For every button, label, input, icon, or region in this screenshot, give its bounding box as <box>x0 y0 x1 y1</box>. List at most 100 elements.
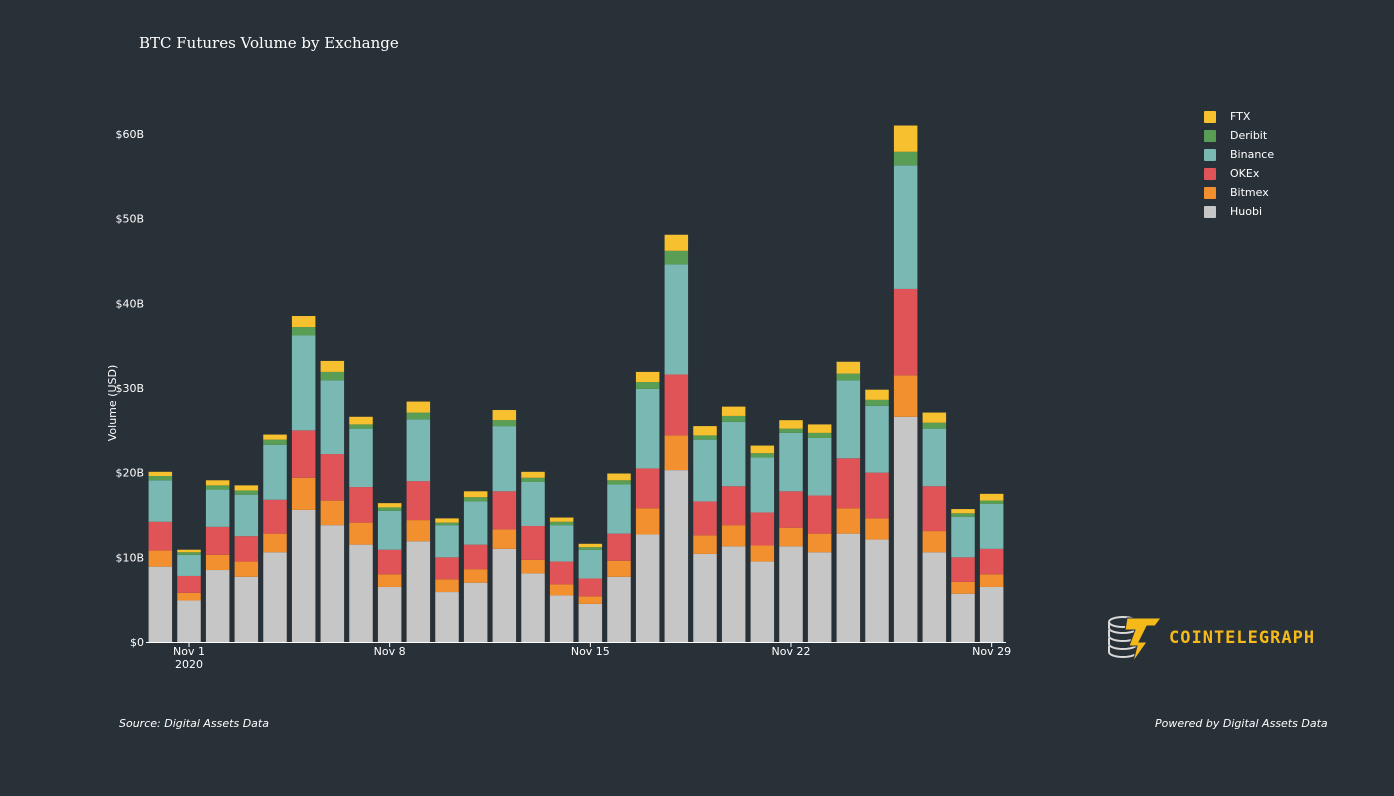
bar-segment-huobi[interactable] <box>148 566 173 642</box>
bar-segment-huobi[interactable] <box>865 539 889 642</box>
bar-segment-binance[interactable] <box>549 525 574 562</box>
bar-segment-binance[interactable] <box>320 380 345 455</box>
bar-segment-okex[interactable] <box>291 430 316 478</box>
bar-segment-binance[interactable] <box>205 489 230 527</box>
bar-segment-okex[interactable] <box>549 561 574 585</box>
bar-segment-ftx[interactable] <box>807 424 832 433</box>
bar-segment-deribit[interactable] <box>435 522 459 526</box>
bar-segment-bitmex[interactable] <box>291 477 316 510</box>
bar-segment-okex[interactable] <box>349 487 373 523</box>
bar-segment-binance[interactable] <box>635 388 660 469</box>
bar-segment-deribit[interactable] <box>521 477 545 482</box>
bar-segment-huobi[interactable] <box>578 603 603 642</box>
bar-segment-ftx[interactable] <box>635 371 660 383</box>
bar-segment-huobi[interactable] <box>549 595 574 642</box>
bar-segment-huobi[interactable] <box>693 553 717 642</box>
bar-segment-ftx[interactable] <box>578 543 603 548</box>
bar-segment-huobi[interactable] <box>750 561 775 642</box>
bar-segment-huobi[interactable] <box>664 470 689 642</box>
bar-segment-binance[interactable] <box>234 494 259 537</box>
bar-segment-binance[interactable] <box>521 481 545 527</box>
bar-segment-huobi[interactable] <box>836 533 861 642</box>
bar-segment-binance[interactable] <box>492 426 517 492</box>
legend-item-deribit[interactable]: Deribit <box>1204 126 1274 145</box>
bar-segment-binance[interactable] <box>807 437 832 496</box>
bar-segment-bitmex[interactable] <box>492 529 517 549</box>
bar-segment-binance[interactable] <box>750 457 775 513</box>
bar-segment-bitmex[interactable] <box>951 581 975 594</box>
bar-segment-deribit[interactable] <box>951 513 975 517</box>
bar-segment-bitmex[interactable] <box>922 531 947 553</box>
bar-segment-binance[interactable] <box>779 432 803 492</box>
bar-segment-deribit[interactable] <box>492 420 517 427</box>
bar-segment-deribit[interactable] <box>148 476 173 481</box>
bar-segment-ftx[interactable] <box>521 471 545 478</box>
bar-segment-huobi[interactable] <box>263 552 287 642</box>
bar-segment-binance[interactable] <box>377 510 402 550</box>
bar-segment-huobi[interactable] <box>177 600 201 642</box>
bar-segment-deribit[interactable] <box>664 250 689 265</box>
bar-segment-bitmex[interactable] <box>406 520 431 542</box>
bar-segment-binance[interactable] <box>291 335 316 431</box>
bar-segment-ftx[interactable] <box>922 412 947 423</box>
bar-segment-deribit[interactable] <box>635 382 660 389</box>
bar-segment-okex[interactable] <box>951 557 975 582</box>
bar-segment-binance[interactable] <box>721 421 746 487</box>
legend-item-binance[interactable]: Binance <box>1204 145 1274 164</box>
bar-segment-bitmex[interactable] <box>148 550 173 567</box>
bar-segment-binance[interactable] <box>664 264 689 375</box>
bar-segment-binance[interactable] <box>836 380 861 459</box>
bar-segment-okex[interactable] <box>750 512 775 546</box>
bar-segment-huobi[interactable] <box>951 593 975 642</box>
bar-segment-binance[interactable] <box>979 503 1004 549</box>
bar-segment-okex[interactable] <box>578 578 603 597</box>
bar-segment-ftx[interactable] <box>377 503 402 508</box>
bar-segment-binance[interactable] <box>893 165 918 289</box>
bar-segment-bitmex[interactable] <box>435 579 459 593</box>
bar-segment-huobi[interactable] <box>377 586 402 642</box>
bar-segment-deribit[interactable] <box>463 497 488 502</box>
bar-segment-ftx[interactable] <box>177 549 201 553</box>
bar-segment-deribit[interactable] <box>607 480 631 485</box>
bar-segment-deribit[interactable] <box>693 435 717 440</box>
bar-segment-binance[interactable] <box>463 501 488 545</box>
bar-segment-bitmex[interactable] <box>320 500 345 526</box>
legend-item-huobi[interactable]: Huobi <box>1204 202 1274 221</box>
bar-segment-bitmex[interactable] <box>607 560 631 577</box>
bar-segment-bitmex[interactable] <box>750 545 775 562</box>
bar-segment-okex[interactable] <box>721 486 746 526</box>
bar-segment-okex[interactable] <box>607 533 631 561</box>
bar-segment-okex[interactable] <box>807 495 832 534</box>
bar-segment-ftx[interactable] <box>893 125 918 152</box>
bar-segment-ftx[interactable] <box>406 401 431 413</box>
bar-segment-huobi[interactable] <box>979 586 1004 642</box>
bar-segment-bitmex[interactable] <box>836 508 861 534</box>
bar-segment-okex[interactable] <box>263 499 287 534</box>
bar-segment-bitmex[interactable] <box>865 518 889 540</box>
bar-segment-bitmex[interactable] <box>349 522 373 545</box>
bar-segment-deribit[interactable] <box>836 373 861 381</box>
bar-segment-deribit[interactable] <box>578 547 603 550</box>
legend-item-ftx[interactable]: FTX <box>1204 107 1274 126</box>
bar-segment-bitmex[interactable] <box>521 559 545 574</box>
bar-segment-deribit[interactable] <box>177 552 201 555</box>
bar-segment-bitmex[interactable] <box>693 535 717 554</box>
bar-segment-deribit[interactable] <box>349 424 373 429</box>
bar-segment-okex[interactable] <box>463 544 488 570</box>
bar-segment-bitmex[interactable] <box>893 375 918 417</box>
bar-segment-ftx[interactable] <box>951 509 975 514</box>
bar-segment-okex[interactable] <box>234 536 259 562</box>
bar-segment-okex[interactable] <box>148 521 173 551</box>
bar-segment-huobi[interactable] <box>521 573 545 642</box>
bar-segment-bitmex[interactable] <box>578 596 603 604</box>
bar-segment-deribit[interactable] <box>922 422 947 429</box>
bar-segment-huobi[interactable] <box>721 546 746 642</box>
bar-segment-deribit[interactable] <box>320 371 345 381</box>
bar-segment-binance[interactable] <box>951 516 975 558</box>
bar-segment-okex[interactable] <box>693 501 717 536</box>
bar-segment-ftx[interactable] <box>607 473 631 481</box>
bar-segment-binance[interactable] <box>578 549 603 579</box>
bar-segment-ftx[interactable] <box>148 471 173 477</box>
bar-segment-ftx[interactable] <box>463 491 488 498</box>
bar-segment-ftx[interactable] <box>320 360 345 372</box>
